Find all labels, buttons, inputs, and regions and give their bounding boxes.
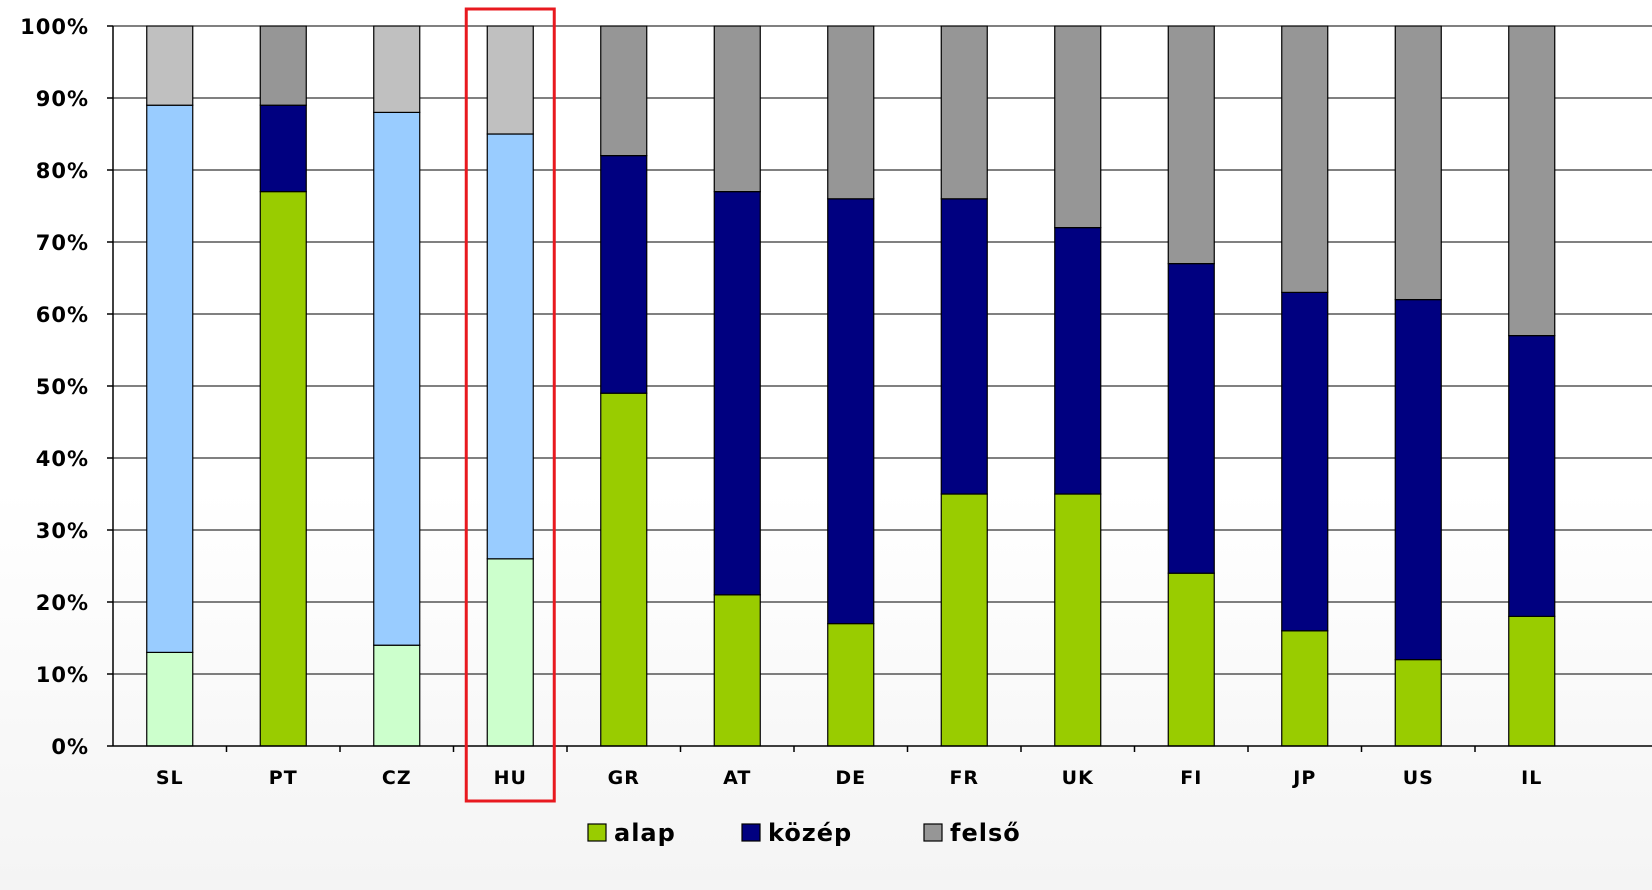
- bar-uk-kozep: [1054, 227, 1102, 495]
- bar-de-felso: [827, 25, 875, 200]
- bar-pt-felso: [259, 25, 307, 106]
- y-tick-label: 30%: [36, 519, 89, 543]
- bar-gr-alap: [600, 392, 648, 747]
- y-tick-label: 50%: [36, 375, 89, 399]
- bar-pt-kozep: [259, 104, 307, 193]
- x-category-label: DE: [835, 767, 866, 789]
- highlight-box-layer: [464, 7, 556, 803]
- y-tick-label: 100%: [20, 15, 89, 39]
- bar-us-felso: [1394, 25, 1442, 301]
- bar-de-kozep: [827, 198, 875, 625]
- legend-swatch-alap: [587, 823, 607, 842]
- bar-hu-felso: [486, 25, 534, 135]
- bar-at-alap: [713, 594, 761, 747]
- bar-uk-alap: [1054, 493, 1102, 747]
- bar-us-alap: [1394, 658, 1442, 747]
- x-category-label: UK: [1062, 767, 1094, 789]
- bar-fr-kozep: [940, 198, 988, 495]
- y-tick-label: 80%: [36, 159, 89, 183]
- bar-at-felso: [713, 25, 761, 193]
- bar-sl-felso: [146, 25, 194, 106]
- legend: alap közép felső: [587, 819, 1021, 847]
- bar-de-alap: [827, 622, 875, 747]
- y-tick-label: 20%: [36, 591, 89, 615]
- x-category-label: AT: [723, 767, 751, 789]
- bar-fr-felso: [940, 25, 988, 200]
- x-category-label: SL: [156, 767, 184, 789]
- bar-us-kozep: [1394, 299, 1442, 661]
- y-tick-labels: 0% 10% 20% 30% 40% 50% 60% 70% 80% 90% 100%: [20, 15, 89, 759]
- y-tick-label: 10%: [36, 663, 89, 687]
- y-tick-label: 0%: [51, 735, 89, 759]
- bar-sl-alap: [146, 651, 194, 747]
- y-tick-label: 70%: [36, 231, 89, 255]
- x-category-label: PT: [269, 767, 298, 789]
- x-category-label: JP: [1291, 767, 1316, 789]
- legend-label-kozep: közép: [768, 819, 852, 847]
- x-category-label: IL: [1521, 767, 1542, 789]
- y-tick-label: 40%: [36, 447, 89, 471]
- bar-il-felso: [1508, 25, 1556, 337]
- bar-jp-felso: [1281, 25, 1329, 293]
- bar-cz-kozep: [373, 111, 421, 646]
- bar-hu-kozep: [486, 133, 534, 560]
- x-category-label: US: [1403, 767, 1434, 789]
- bar-at-kozep: [713, 191, 761, 596]
- y-tick-label: 60%: [36, 303, 89, 327]
- bar-fi-felso: [1167, 25, 1215, 265]
- bar-sl-kozep: [146, 104, 194, 654]
- x-category-label: GR: [608, 767, 640, 789]
- x-category-labels: SL PT CZ HU GR AT DE FR UK FI JP US IL: [156, 767, 1542, 789]
- axes: [107, 25, 1652, 752]
- x-category-label: HU: [494, 767, 527, 789]
- x-category-label: FR: [949, 767, 979, 789]
- legend-label-felso: felső: [950, 819, 1021, 847]
- bars: [146, 25, 1556, 747]
- bar-il-alap: [1508, 615, 1556, 747]
- bar-il-kozep: [1508, 335, 1556, 617]
- x-category-label: CZ: [382, 767, 412, 789]
- x-category-label: FI: [1180, 767, 1202, 789]
- bar-cz-alap: [373, 644, 421, 747]
- legend-swatch-kozep: [741, 823, 761, 842]
- legend-swatch-felso: [923, 823, 943, 842]
- y-tick-label: 90%: [36, 87, 89, 111]
- bar-hu-alap: [486, 558, 534, 747]
- bar-cz-felso: [373, 25, 421, 114]
- highlight-box: [464, 7, 556, 803]
- bar-gr-felso: [600, 25, 648, 157]
- bar-uk-felso: [1054, 25, 1102, 229]
- legend-label-alap: alap: [614, 819, 676, 847]
- bar-gr-kozep: [600, 155, 648, 394]
- bar-jp-kozep: [1281, 291, 1329, 632]
- bar-fi-kozep: [1167, 263, 1215, 574]
- bar-fr-alap: [940, 493, 988, 747]
- bar-fi-alap: [1167, 572, 1215, 747]
- bar-pt-alap: [259, 191, 307, 747]
- bar-jp-alap: [1281, 630, 1329, 747]
